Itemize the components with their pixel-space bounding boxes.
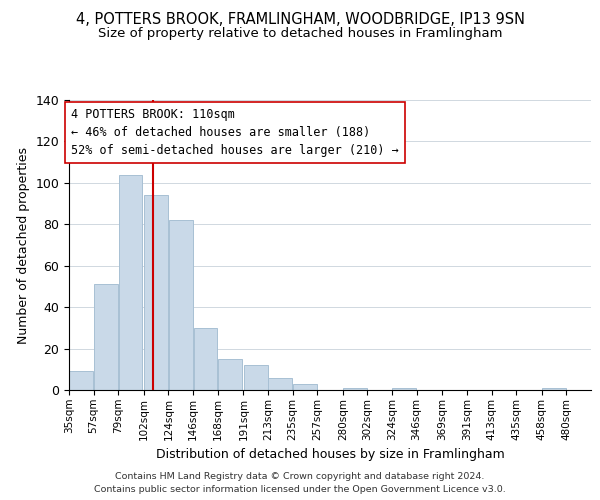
Bar xyxy=(392,388,416,390)
Bar xyxy=(268,378,292,390)
Text: Contains HM Land Registry data © Crown copyright and database right 2024.: Contains HM Land Registry data © Crown c… xyxy=(115,472,485,481)
Bar xyxy=(94,284,118,390)
Y-axis label: Number of detached properties: Number of detached properties xyxy=(17,146,30,344)
Bar xyxy=(542,388,566,390)
Bar xyxy=(119,174,142,390)
Bar xyxy=(218,359,242,390)
X-axis label: Distribution of detached houses by size in Framlingham: Distribution of detached houses by size … xyxy=(155,448,505,461)
Bar xyxy=(293,384,317,390)
Bar xyxy=(244,365,268,390)
Text: 4, POTTERS BROOK, FRAMLINGHAM, WOODBRIDGE, IP13 9SN: 4, POTTERS BROOK, FRAMLINGHAM, WOODBRIDG… xyxy=(76,12,524,28)
Text: Size of property relative to detached houses in Framlingham: Size of property relative to detached ho… xyxy=(98,28,502,40)
Text: Contains public sector information licensed under the Open Government Licence v3: Contains public sector information licen… xyxy=(94,485,506,494)
Bar xyxy=(194,328,217,390)
Bar xyxy=(169,220,193,390)
Text: 4 POTTERS BROOK: 110sqm
← 46% of detached houses are smaller (188)
52% of semi-d: 4 POTTERS BROOK: 110sqm ← 46% of detache… xyxy=(71,108,399,158)
Bar xyxy=(70,372,93,390)
Bar xyxy=(343,388,367,390)
Bar xyxy=(145,196,168,390)
